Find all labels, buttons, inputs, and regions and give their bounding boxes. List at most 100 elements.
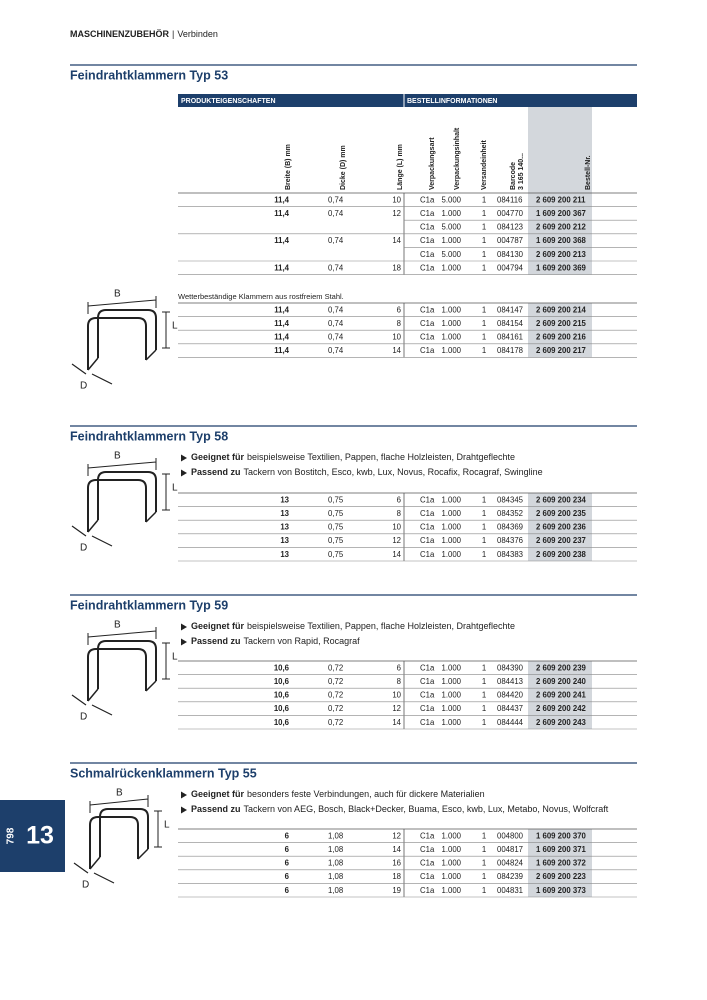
cell: 0,74	[328, 346, 344, 355]
cell: 10	[392, 333, 401, 342]
cell: 10,6	[274, 663, 290, 672]
dim-d	[73, 862, 115, 884]
cell: 1 609 200 373	[536, 886, 587, 895]
order-column-bg	[528, 829, 592, 897]
cell: 2 609 200 239	[536, 663, 587, 672]
section-title: Schmalrückenklammern Typ 55	[70, 766, 257, 780]
cell: 0,75	[328, 536, 344, 545]
cell: 1.000	[441, 831, 461, 840]
cell: 8	[397, 509, 401, 518]
cell: C1a	[420, 663, 435, 672]
cell: 084154	[497, 319, 524, 328]
cell: 2 609 200 215	[536, 319, 587, 328]
cell: 0,75	[328, 550, 344, 559]
cell: 0,74	[328, 319, 344, 328]
cell: 13	[280, 550, 289, 559]
cell: 1.000	[441, 691, 461, 700]
cell: 2 609 200 238	[536, 550, 587, 559]
bullet: Geeignet für beispielsweise Textilien, Pa…	[191, 452, 515, 462]
staple-back	[97, 471, 157, 520]
cell: 6	[397, 495, 401, 504]
dim-l	[154, 810, 162, 848]
staple-diagram: B L D	[71, 289, 178, 392]
cell: 1,08	[328, 845, 343, 854]
dim-l	[162, 311, 170, 349]
cell: 11,4	[274, 236, 289, 245]
cell: 2 609 200 213	[536, 250, 587, 259]
chapter-number: 13	[26, 822, 54, 850]
cell: 084437	[497, 704, 523, 713]
cell: 084369	[497, 523, 523, 532]
cell: 1.000	[441, 859, 461, 868]
column-label: Bestell-Nr.	[585, 155, 592, 190]
cell: C1a	[420, 523, 435, 532]
cell: 1	[482, 718, 486, 727]
cell: 10,6	[274, 718, 290, 727]
column-label: Länge (L) mm	[397, 144, 404, 190]
dim-label: L	[172, 652, 178, 663]
cell: 2 609 200 237	[536, 536, 586, 545]
cell: C1a	[420, 250, 435, 259]
cell: 1,08	[328, 886, 343, 895]
cell: 084147	[497, 305, 523, 314]
cell: C1a	[420, 333, 435, 342]
bullet: Geeignet für besonders feste Verbindungen…	[191, 789, 485, 799]
cell: 6	[285, 859, 290, 868]
bullet: Geeignet für beispielsweise Textilien, Pa…	[191, 621, 515, 631]
cell: C1a	[420, 263, 435, 272]
dim-label: D	[80, 712, 87, 723]
dim-label: D	[82, 880, 89, 891]
cell: 1.000	[441, 550, 461, 559]
cell: 1.000	[441, 263, 461, 272]
cell: 14	[392, 718, 401, 727]
cell: 6	[285, 872, 290, 881]
cell: 0,75	[328, 509, 344, 518]
cell: 004824	[497, 859, 524, 868]
cell: 11,4	[274, 305, 289, 314]
cell: 10,6	[274, 691, 290, 700]
cell: 14	[392, 845, 401, 854]
dim-label: L	[164, 820, 170, 831]
cell: 1	[482, 663, 486, 672]
dim-label: D	[80, 543, 87, 554]
cell: 1 609 200 371	[536, 845, 587, 854]
cell: 6	[285, 831, 290, 840]
cell: C1a	[420, 536, 435, 545]
header-section: MASCHINENZUBEHÖR	[70, 29, 170, 39]
cell: 1	[482, 250, 486, 259]
cell: 084161	[497, 333, 523, 342]
group-label: BESTELLINFORMATIONEN	[407, 98, 497, 105]
column-label: Breite (B) mm	[285, 144, 292, 190]
cell: C1a	[420, 509, 435, 518]
cell: 13	[280, 509, 289, 518]
bullet-text: besonders feste Verbindungen, auch für d…	[247, 789, 485, 799]
bullet-text: Tackern von Bostitch, Esco, kwb, Lux, No…	[244, 467, 543, 477]
cell: 0,72	[328, 677, 343, 686]
cell: 1.000	[441, 305, 461, 314]
cell: 18	[392, 263, 401, 272]
group-label: PRODUKTEIGENSCHAFTEN	[181, 98, 276, 105]
column-label: 3 165 140...	[518, 153, 525, 190]
cell: 0,74	[328, 305, 344, 314]
staple-front	[87, 317, 147, 370]
bullet-bold: Geeignet für	[191, 789, 245, 799]
cell: 1	[482, 236, 486, 245]
bullet-arrow	[181, 791, 187, 799]
cell: 1.000	[441, 886, 461, 895]
cell: 004770	[497, 209, 524, 218]
cell: 2 609 200 211	[536, 195, 586, 204]
cell: 19	[392, 886, 401, 895]
cell: 1	[482, 305, 486, 314]
cell: 12	[392, 209, 401, 218]
cell: C1a	[420, 859, 435, 868]
cell: 1.000	[441, 677, 461, 686]
cell: C1a	[420, 677, 435, 686]
cell: 1 609 200 367	[536, 209, 586, 218]
cell: 14	[392, 236, 401, 245]
dim-b	[87, 296, 157, 314]
cell: C1a	[420, 195, 435, 204]
cell: 1	[482, 859, 486, 868]
dim-label: B	[114, 620, 121, 631]
cell: 2 609 200 234	[536, 495, 587, 504]
cell: 2 609 200 243	[536, 718, 587, 727]
